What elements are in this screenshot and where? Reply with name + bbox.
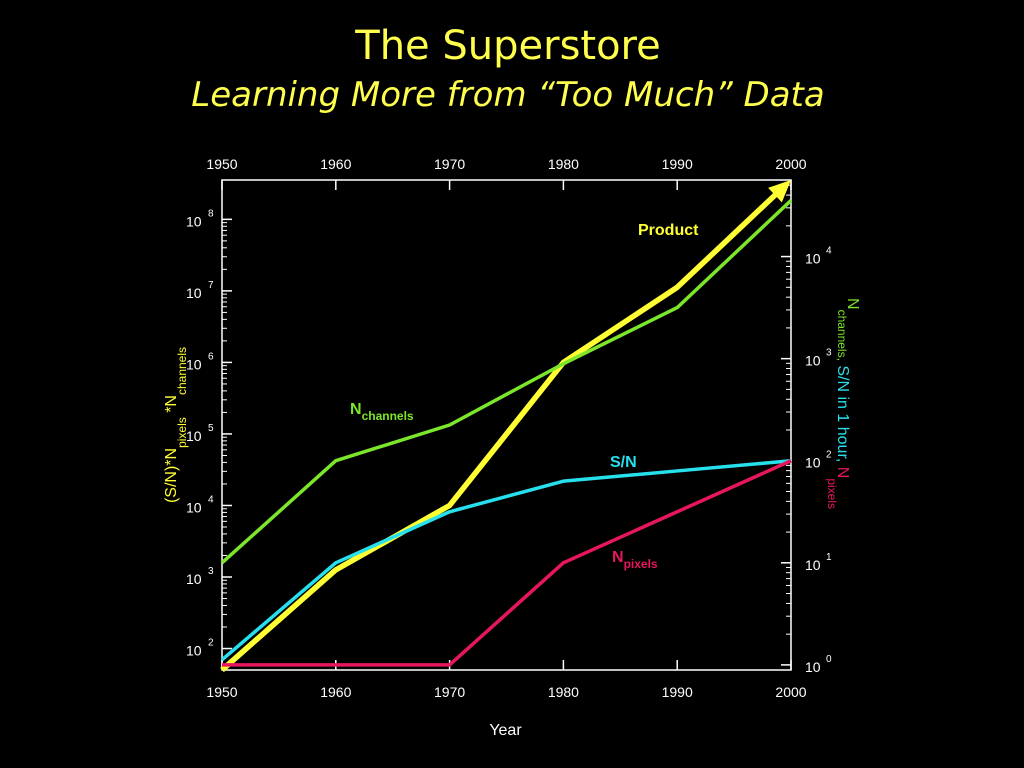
- right-tick-label: 10: [805, 251, 821, 267]
- left-axis-label: (S/N)*Npixels *Nchannels: [163, 347, 189, 503]
- right-axis-label: Nchannels, S/N in 1 hour, Npixels: [825, 298, 861, 509]
- series-line: [220, 187, 783, 673]
- x-tick-label-top: 1980: [548, 156, 579, 172]
- right-tick-exponent: 1: [826, 552, 832, 563]
- left-axis-label-text: (S/N)*Npixels *Nchannels: [163, 347, 189, 503]
- x-tick-label: 1950: [206, 684, 237, 700]
- x-tick-label: 1990: [662, 684, 693, 700]
- series-label-name: S/N: [610, 454, 637, 471]
- left-tick-label: 10: [186, 428, 202, 444]
- left-tick-label: 10: [186, 356, 202, 372]
- left-tick-exponent: 8: [208, 208, 214, 219]
- x-tick-label: 1980: [548, 684, 579, 700]
- left-tick-label: 10: [186, 643, 202, 659]
- right-tick-label: 10: [805, 353, 821, 369]
- left-tick-label: 10: [186, 571, 202, 587]
- right-tick-exponent: 2: [826, 450, 832, 461]
- left-tick-exponent: 2: [208, 638, 214, 649]
- right-tick-label: 10: [805, 557, 821, 573]
- left-axis-label-part: channels: [175, 347, 189, 395]
- right-tick-label: 10: [805, 659, 821, 675]
- page-subtitle: Learning More from “Too Much” Data: [191, 75, 825, 115]
- series-label: Npixels: [612, 549, 658, 571]
- x-tick-label-top: 1970: [434, 156, 465, 172]
- left-tick-label: 10: [186, 285, 202, 301]
- plot-frame: [221, 179, 792, 671]
- series-label-sub: channels: [362, 409, 414, 423]
- x-tick-label-top: 1960: [320, 156, 351, 172]
- series-label: Product: [638, 222, 699, 239]
- series-line: [220, 458, 792, 662]
- right-axis-label-part: S/N in 1 hour,: [834, 361, 851, 462]
- x-axis-label: Year: [489, 722, 522, 739]
- right-axis-label-text: Nchannels, S/N in 1 hour, Npixels: [825, 298, 861, 509]
- series-line: [220, 199, 793, 565]
- left-tick-exponent: 5: [208, 423, 214, 434]
- page-title: The Superstore: [355, 23, 661, 69]
- left-tick-exponent: 4: [208, 494, 214, 505]
- x-tick-label-top: 1990: [662, 156, 693, 172]
- right-tick-label: 10: [805, 455, 821, 471]
- left-tick-exponent: 3: [208, 566, 214, 577]
- series-label: Nchannels: [350, 401, 414, 423]
- series-label-name: Product: [638, 222, 699, 239]
- x-tick-label: 1970: [434, 684, 465, 700]
- x-tick-label-top: 2000: [775, 156, 806, 172]
- right-axis-label-sub: pixels: [825, 478, 839, 509]
- left-tick-label: 10: [186, 213, 202, 229]
- left-tick-label: 10: [186, 499, 202, 515]
- x-tick-label: 1960: [320, 684, 351, 700]
- left-axis-label-part: (S/N)*N: [163, 448, 180, 503]
- right-tick-exponent: 3: [826, 348, 832, 359]
- right-axis-label-sub: channels,: [835, 310, 849, 361]
- right-tick-exponent: 0: [826, 654, 832, 665]
- series-label-name: N: [612, 549, 624, 566]
- left-axis-label-part: *N: [163, 395, 180, 417]
- left-axis-label-part: pixels: [175, 417, 189, 448]
- right-axis-label-part: N: [844, 298, 861, 310]
- series-label-sub: pixels: [624, 557, 658, 571]
- series-label-name: N: [350, 401, 362, 418]
- left-tick-exponent: 7: [208, 280, 214, 291]
- series-line: [222, 459, 792, 667]
- x-tick-label: 2000: [775, 684, 806, 700]
- series-label: S/N: [610, 454, 637, 471]
- left-tick-exponent: 6: [208, 351, 214, 362]
- x-tick-label-top: 1950: [206, 156, 237, 172]
- right-tick-exponent: 4: [826, 246, 832, 257]
- right-axis-label-part: N: [834, 462, 851, 478]
